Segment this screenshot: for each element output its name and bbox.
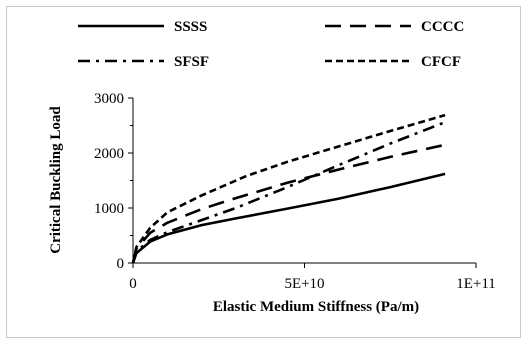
series-line-ssss <box>131 172 446 264</box>
legend: SSSS CCCC SFSF CFCF <box>78 19 464 70</box>
y-tick-label: 0 <box>117 256 125 272</box>
legend-label-sfsf: SFSF <box>174 54 209 70</box>
x-axis-title: Elastic Medium Stiffness (Pa/m) <box>213 299 419 315</box>
y-axis-title: Critical Buckling Load <box>48 106 64 254</box>
legend-label-cccc: CCCC <box>421 19 464 35</box>
x-ticks: 0 5E+10 1E+11 <box>129 263 496 292</box>
legend-label-ssss: SSSS <box>174 19 207 35</box>
y-tick-label: 3000 <box>94 91 124 107</box>
x-tick-label: 0 <box>129 276 137 292</box>
plot-lines <box>131 113 446 264</box>
series-line-cfcf <box>131 113 446 264</box>
x-tick-label: 1E+11 <box>456 276 496 292</box>
y-ticks: 0 1000 2000 3000 <box>94 91 133 272</box>
series-line-cccc <box>131 143 446 264</box>
chart-border <box>6 6 521 338</box>
y-tick-label: 2000 <box>94 146 124 162</box>
legend-label-cfcf: CFCF <box>421 54 461 70</box>
x-tick-label: 5E+10 <box>284 276 324 292</box>
y-tick-label: 1000 <box>94 201 124 217</box>
